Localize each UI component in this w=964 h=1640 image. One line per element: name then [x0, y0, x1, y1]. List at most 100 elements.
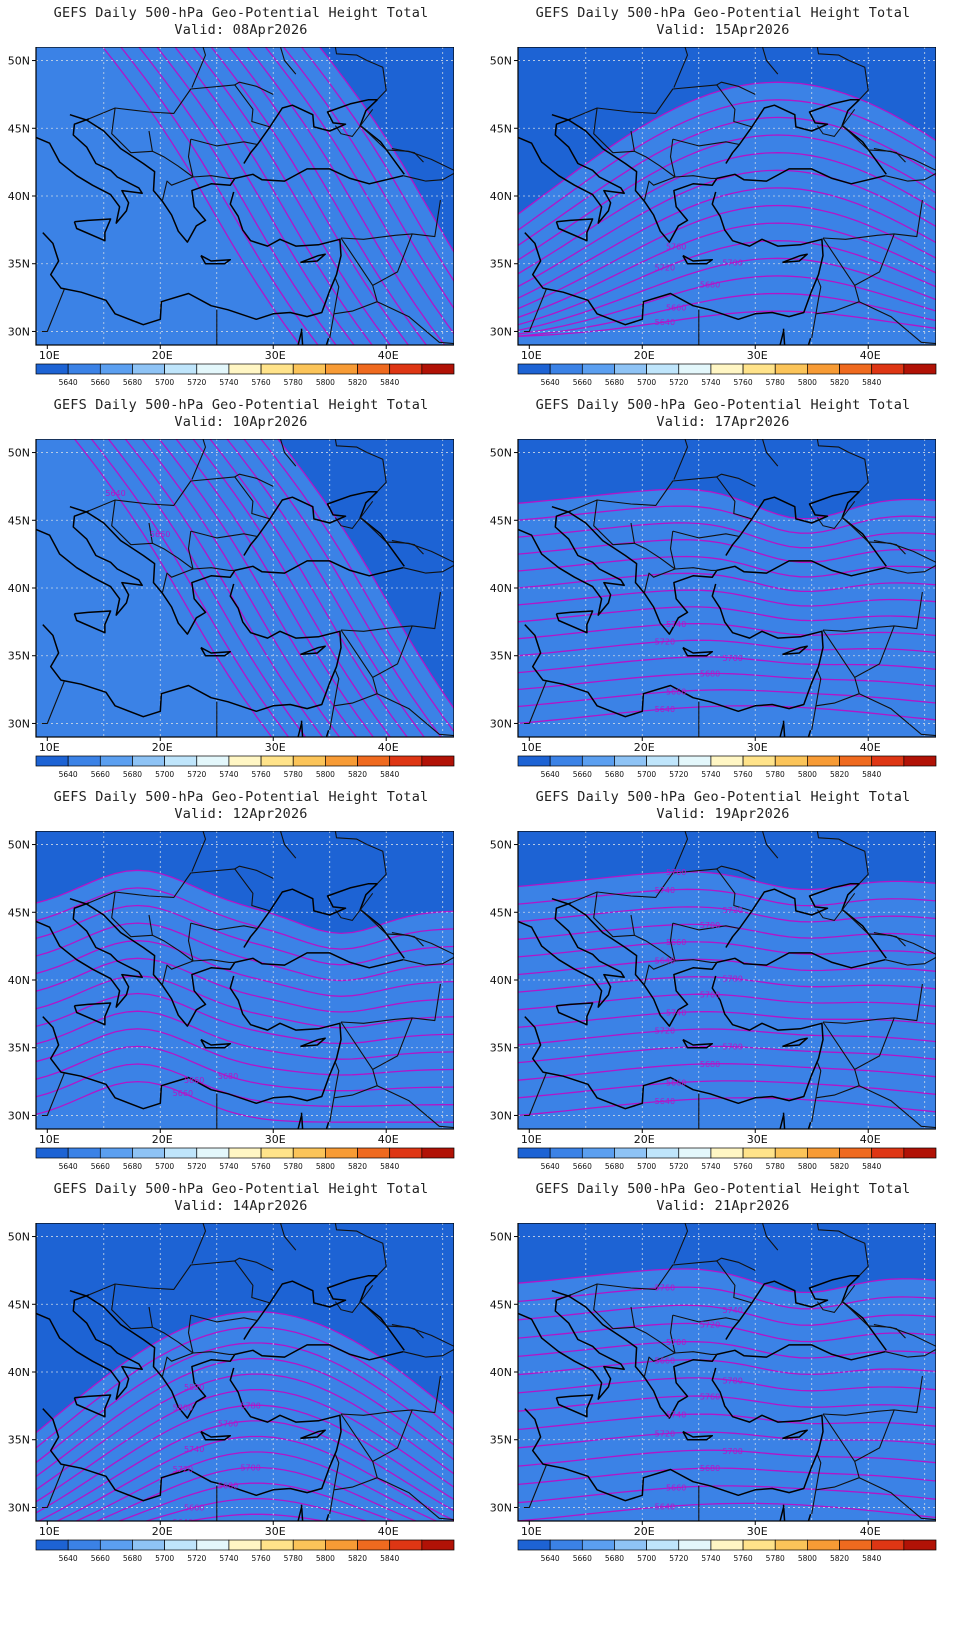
- country-border: [334, 439, 387, 493]
- coastline: [200, 254, 232, 265]
- country-border: [822, 984, 923, 1024]
- contour-line: [518, 906, 936, 923]
- contour-label: 5660: [666, 687, 686, 696]
- contour-line: [518, 1413, 936, 1431]
- contour-line: [518, 1286, 936, 1310]
- colorbar: 5640 5660 5680 5700 5720 5740 5760 5780 5800 5820…: [35, 1539, 455, 1563]
- coastline: [782, 1112, 812, 1129]
- lon-tick-label: 40E: [860, 349, 881, 362]
- country-border: [673, 1223, 689, 1264]
- country-border: [643, 531, 676, 593]
- lat-tick-label: 35N: [8, 258, 30, 271]
- coastline: [555, 1002, 594, 1026]
- colorbar-label: 5840: [380, 1162, 399, 1171]
- country-border: [88, 476, 271, 520]
- contour-label: 5820: [184, 1383, 204, 1392]
- coastline: [69, 1289, 404, 1419]
- colorbar-swatch: [646, 1539, 680, 1551]
- contour-line: [518, 116, 936, 247]
- colorbar-swatch: [67, 363, 101, 375]
- colorbar-label: 5680: [123, 1162, 142, 1171]
- country-border: [111, 891, 153, 938]
- contour-label: 5700: [722, 259, 742, 268]
- colorbar-label: 5780: [766, 770, 785, 779]
- contour-line: [36, 957, 454, 1013]
- contour-line: [518, 941, 936, 958]
- country-border: [372, 233, 413, 286]
- country-border: [570, 84, 753, 128]
- contour-line: [518, 1449, 936, 1467]
- colorbar-label: 5720: [669, 770, 688, 779]
- country-border: [279, 439, 297, 467]
- contour-line: [518, 639, 936, 657]
- colorbar-swatch: [357, 755, 391, 767]
- country-border: [372, 1017, 413, 1070]
- lon-tick-label: 40E: [378, 349, 399, 362]
- contour-line: [518, 488, 936, 520]
- country-border: [234, 1257, 274, 1271]
- lat-tick-label: 30N: [490, 1501, 512, 1514]
- lon-tick-label: 10E: [39, 1133, 60, 1146]
- coastline: [69, 897, 404, 1027]
- contour-line: [518, 656, 936, 674]
- contour-label: 5740: [184, 1445, 204, 1454]
- coastline: [300, 1504, 330, 1521]
- contour-line: [518, 292, 936, 337]
- country-border: [161, 531, 194, 593]
- country-border: [643, 1315, 676, 1377]
- colorbar-swatch: [678, 363, 712, 375]
- contour-line: [518, 275, 936, 335]
- contour-line: [158, 439, 358, 737]
- contour-line: [175, 439, 375, 737]
- colorbar-label: 5680: [605, 1162, 624, 1171]
- colorbar-swatch: [549, 1539, 583, 1551]
- colorbar-swatch: [357, 1539, 391, 1551]
- colorbar-swatch: [228, 363, 262, 375]
- colorbar-swatch: [260, 1147, 294, 1159]
- lon-tick-label: 10E: [39, 741, 60, 754]
- contour-label: 5660: [666, 938, 686, 947]
- colorbar-label: 5760: [252, 1162, 271, 1171]
- country-border: [816, 1413, 860, 1491]
- country-border: [523, 681, 547, 725]
- country-border: [192, 1351, 235, 1355]
- colorbar-swatch: [196, 1147, 230, 1159]
- colorbar-swatch: [325, 1147, 358, 1159]
- contour-line: [192, 439, 392, 737]
- contour-line: [36, 904, 454, 966]
- country-border: [111, 1283, 153, 1330]
- panel-valid-date: Valid: 12Apr2026: [174, 806, 308, 822]
- country-border: [885, 564, 936, 574]
- country-border: [111, 499, 153, 546]
- colorbar-swatch: [614, 1539, 647, 1551]
- country-border: [376, 1085, 454, 1129]
- coastline: [816, 109, 856, 137]
- coastline: [782, 720, 812, 737]
- coastline: [782, 1037, 808, 1048]
- height-band: [36, 1311, 454, 1521]
- lat-tick-label: 45N: [8, 122, 30, 135]
- country-border: [279, 47, 297, 75]
- country-border: [854, 1017, 895, 1070]
- contour-line: [518, 522, 936, 549]
- map-panel: GEFS Daily 500-hPa Geo-Potential Height …: [0, 1177, 482, 1587]
- contour-line: [518, 539, 936, 563]
- contour-label: 5680: [218, 1481, 238, 1490]
- colorbar-label: 5640: [541, 1554, 560, 1563]
- contour-line: [300, 47, 454, 283]
- country-border: [391, 932, 424, 947]
- contour-label: 5700: [666, 1338, 686, 1347]
- country-border: [329, 1454, 340, 1515]
- country-border: [359, 517, 454, 563]
- colorbar-label: 5840: [862, 1554, 881, 1563]
- country-border: [673, 831, 689, 872]
- colorbar-swatch: [228, 755, 262, 767]
- panel-valid-date: Valid: 17Apr2026: [656, 414, 790, 430]
- lat-tick-label: 40N: [490, 582, 512, 595]
- contour-line: [228, 47, 428, 345]
- colorbar-swatch: [35, 755, 69, 767]
- country-border: [673, 47, 689, 88]
- contour-label: 5760: [655, 1284, 675, 1293]
- coastline: [782, 1504, 812, 1521]
- coastline: [297, 723, 303, 737]
